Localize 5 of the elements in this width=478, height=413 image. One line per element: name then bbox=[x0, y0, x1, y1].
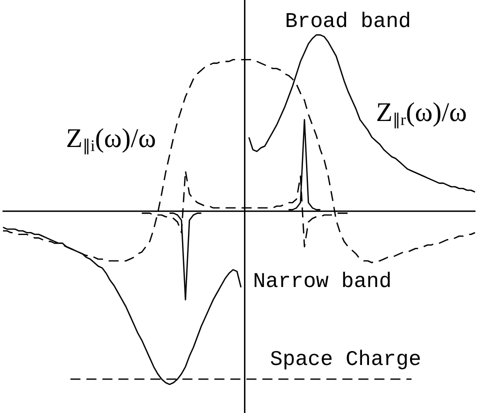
series-label: Z$_{∥r}$(ω)/ω bbox=[376, 97, 467, 130]
annotation: Narrow band bbox=[253, 271, 392, 294]
series-label: Space Charge bbox=[270, 349, 422, 372]
text: Broad band bbox=[285, 11, 412, 34]
series-label: Z$_{∥i}$(ω)/ω bbox=[66, 123, 156, 156]
